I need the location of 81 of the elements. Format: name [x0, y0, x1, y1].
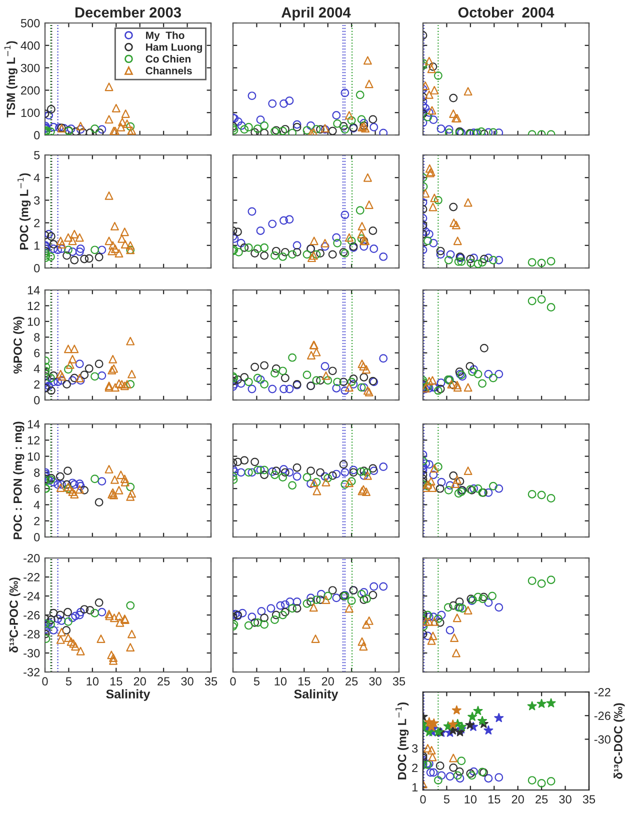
y-tick-label: 4 — [34, 174, 40, 182]
x-tick-label: 0 — [230, 677, 236, 686]
x-tick-label: 0 — [420, 795, 426, 804]
y-tick-label: 500 — [20, 19, 40, 28]
y-tick-label: -30 — [24, 649, 40, 658]
y-axis-title: POC (mg L$^{−1}$) — [18, 173, 31, 250]
y-tick-label: 8 — [34, 468, 40, 477]
x-tick-label: 10 — [274, 677, 287, 686]
y-tick-label: 2 — [412, 764, 418, 772]
x-tick-label: 10 — [464, 795, 477, 804]
y-tick-label: 1 — [412, 783, 418, 792]
y-tick-label: 0 — [34, 264, 40, 272]
chart-title: April 2004 — [282, 6, 351, 20]
x-tick-label: 5 — [66, 677, 72, 686]
y-tick-label: 6 — [34, 484, 40, 493]
x-axis-title: Salinity — [294, 689, 338, 701]
y-axis-title: %POC (%) — [13, 316, 24, 374]
x-tick-label: 35 — [582, 795, 596, 804]
x-tick-label: 25 — [346, 677, 358, 686]
chart-title: December 2003 — [75, 6, 181, 18]
x-tick-label: 5 — [254, 677, 260, 686]
x-tick-label: 15 — [488, 795, 500, 804]
y-tick-label: 0 — [34, 533, 40, 542]
y-tick-label: 2 — [34, 380, 40, 389]
y-tick-label: 6 — [34, 348, 40, 358]
x-tick-label: 15 — [110, 677, 122, 686]
legend-label: My Tho — [146, 31, 184, 42]
x-tick-label: 30 — [181, 677, 194, 686]
x-axis-title: Salinity — [106, 689, 150, 701]
legend-label: Ham Luong — [146, 44, 202, 53]
y-tick-label: 1 — [34, 242, 40, 250]
y-tick-label: 8 — [34, 333, 40, 342]
y-axis-title: POC : PON (mg : mg) — [13, 422, 24, 540]
x-tick-label: 25 — [536, 795, 548, 804]
legend-label: Co Chien — [146, 54, 190, 63]
y-tick-label: -32 — [24, 668, 40, 676]
y-tick-label: 4 — [34, 500, 40, 509]
y-tick-label: 2 — [34, 218, 40, 228]
x-tick-label: 20 — [134, 677, 146, 686]
y-tick-label: 3 — [412, 744, 418, 753]
y2-tick-label: -26 — [594, 712, 610, 720]
y-axis-title: DOC (mg L$^{−1}$) — [396, 702, 409, 780]
y-tick-label: 12 — [28, 436, 40, 444]
y-tick-label: 400 — [20, 41, 40, 50]
x-tick-label: 0 — [42, 677, 48, 686]
x-tick-label: 10 — [86, 677, 99, 686]
y2-axis-title: δ¹³C-DOC (‰) — [614, 703, 625, 779]
y-tick-label: 0 — [34, 396, 40, 404]
legend-label: Channels — [146, 66, 192, 74]
chart-title: October 2004 — [458, 6, 554, 18]
x-tick-label: 20 — [322, 677, 334, 686]
y-tick-label: 2 — [34, 516, 40, 526]
x-tick-label: 25 — [158, 677, 170, 686]
y-tick-label: 0 — [34, 131, 40, 140]
x-tick-label: 35 — [204, 677, 218, 686]
y-tick-label: -20 — [24, 554, 40, 562]
y-tick-label: -22 — [24, 573, 40, 582]
y-tick-label: 10 — [28, 452, 40, 461]
x-tick-label: 5 — [444, 795, 450, 804]
y2-tick-label: -22 — [594, 688, 610, 696]
y-tick-label: -28 — [24, 630, 40, 638]
y-tick-label: -24 — [24, 592, 40, 600]
y-tick-label: 14 — [28, 286, 40, 294]
x-tick-label: 20 — [512, 795, 524, 804]
x-tick-label: 30 — [559, 795, 572, 804]
y-tick-label: 10 — [28, 317, 40, 326]
y-axis-title: TSM (mg L$^{−1}$) — [4, 41, 18, 118]
x-tick-label: 30 — [369, 677, 382, 686]
y-tick-label: 14 — [28, 420, 40, 428]
y-axis-title: δ¹³C-POC (‰) — [9, 578, 20, 653]
y-tick-label: 200 — [21, 86, 40, 95]
y-tick-label: 5 — [34, 151, 40, 160]
y2-tick-label: -30 — [594, 735, 610, 744]
x-tick-label: 15 — [298, 677, 310, 686]
y-tick-label: 300 — [20, 64, 40, 72]
y-tick-label: 12 — [28, 302, 40, 310]
y-tick-label: 3 — [34, 196, 40, 205]
y-tick-label: 4 — [34, 364, 40, 373]
y-tick-label: 100 — [21, 108, 40, 117]
y-tick-label: -26 — [24, 611, 40, 620]
x-tick-label: 35 — [392, 677, 406, 686]
